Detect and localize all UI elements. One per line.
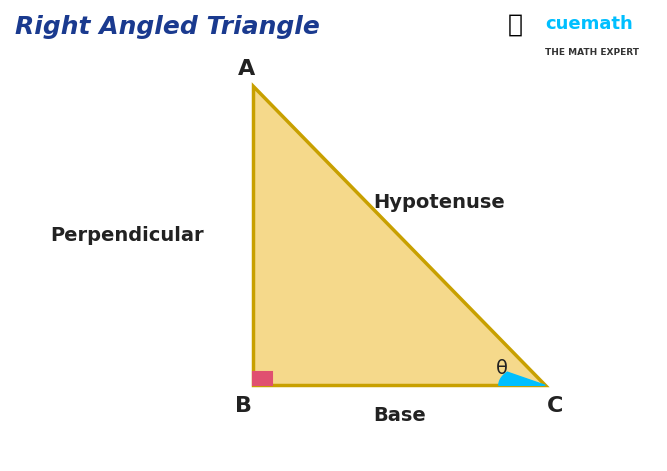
Text: 🚀: 🚀 <box>508 13 523 37</box>
Text: C: C <box>547 397 564 416</box>
Text: Perpendicular: Perpendicular <box>51 226 204 245</box>
Polygon shape <box>253 86 545 385</box>
Polygon shape <box>499 372 545 385</box>
Text: THE MATH EXPERT: THE MATH EXPERT <box>545 48 639 57</box>
Text: Hypotenuse: Hypotenuse <box>374 193 505 212</box>
Text: B: B <box>235 397 252 416</box>
Text: θ: θ <box>496 359 508 378</box>
Text: Right Angled Triangle: Right Angled Triangle <box>15 16 319 40</box>
Text: A: A <box>238 59 255 79</box>
Text: Base: Base <box>373 406 426 425</box>
Bar <box>253 372 272 385</box>
Text: cuemath: cuemath <box>545 16 633 33</box>
